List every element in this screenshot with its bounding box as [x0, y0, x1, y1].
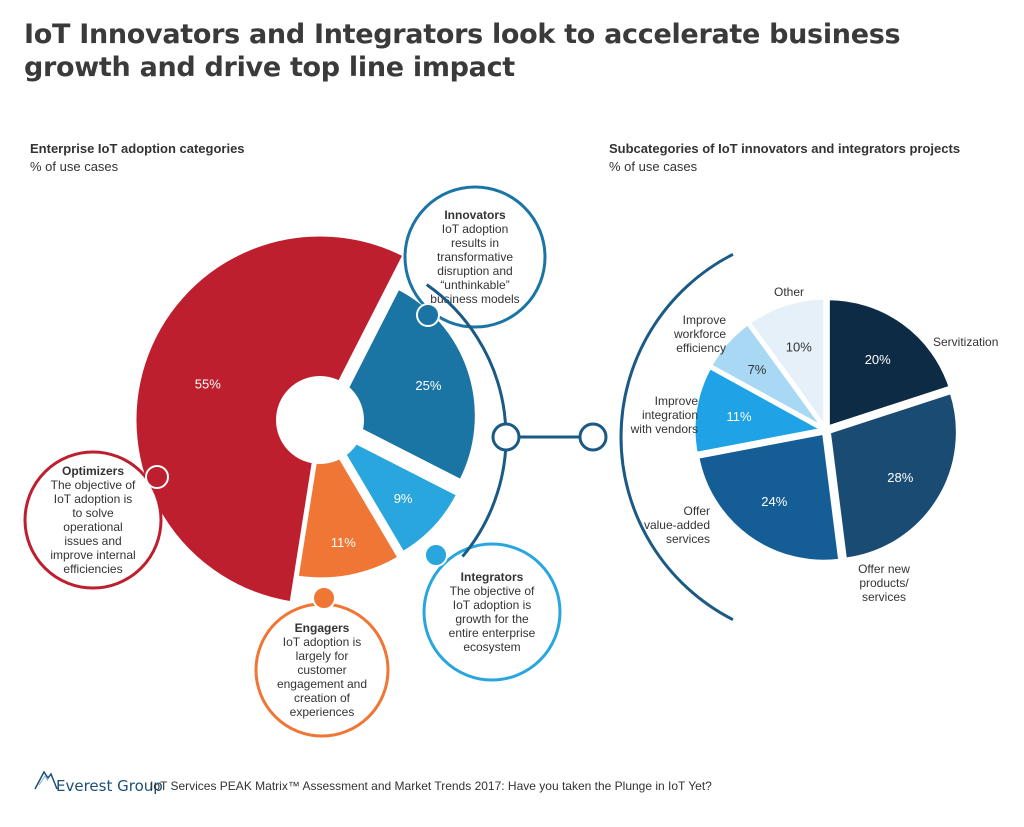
pie-label-integration-line: Improve — [655, 394, 699, 408]
left-chart-title: Enterprise IoT adoption categories — [30, 141, 245, 156]
callout-text-engagers: Engagers IoT adoption is largely for custom… — [277, 621, 367, 719]
callout-text-innovators-line: IoT adoption — [442, 222, 509, 236]
pie-label-workforce: Improve workforce efficiency — [673, 313, 726, 355]
right-chart-header: Subcategories of IoT innovators and inte… — [609, 140, 960, 176]
callout-text-optimizers-line: to solve — [72, 506, 114, 520]
pie-label-servitization-line: Servitization — [933, 335, 998, 349]
pie-value-offer_new: 28% — [887, 470, 913, 485]
callout-optimizers — [23, 450, 163, 590]
subcategories-chart: 20% Servitization 28% Offer new products/ser… — [630, 285, 999, 604]
pie-value-servitization: 20% — [865, 352, 891, 367]
callout-text-optimizers-line: The objective of — [51, 478, 136, 492]
right-chart-subtitle: % of use cases — [609, 159, 698, 174]
callout-text-innovators-line: Innovators — [444, 208, 506, 222]
callout-dot-innovators — [416, 303, 440, 327]
adoption-categories-chart: 25% 9% 11% 55% Innovators IoT adoption results… — [23, 185, 562, 738]
callout-text-optimizers-line: operational — [63, 520, 122, 534]
callout-text-innovators-line: disruption and — [437, 264, 512, 278]
callout-text-integrators: Integrators The objective of IoT adoption … — [449, 570, 536, 654]
pie-slice-offer_new — [827, 390, 959, 561]
callout-text-optimizers-line: issues and — [64, 534, 121, 548]
callout-dot-engagers — [312, 586, 336, 610]
connector-arc-left — [425, 283, 508, 558]
callout-text-engagers-line: experiences — [290, 705, 355, 719]
callout-text-engagers-line: Engagers — [295, 621, 350, 635]
pie-label-other-line: Other — [774, 285, 804, 299]
pie-value-integration: 11% — [727, 409, 752, 424]
pie-slice-servitization — [826, 297, 952, 429]
callout-integrators — [422, 542, 562, 682]
callout-text-optimizers-line: improve internal — [50, 548, 135, 562]
value-label-integrators: 9% — [394, 491, 413, 506]
value-label-engagers: 11% — [331, 535, 356, 550]
pie-value-other: 10% — [786, 339, 812, 354]
callout-text-integrators-line: Integrators — [461, 570, 524, 584]
callout-dot-optimizers — [145, 465, 169, 489]
pie-label-offer_value-line: value-added — [644, 518, 710, 532]
pie-label-offer_value-line: services — [666, 532, 710, 546]
callout-text-integrators-line: growth for the — [455, 612, 529, 626]
donut-hole — [276, 376, 364, 464]
pie-label-servitization: Servitization — [933, 335, 998, 349]
left-chart-subtitle: % of use cases — [30, 159, 119, 174]
pie-label-offer_new-line: products/ — [859, 576, 909, 590]
pie-slice-integration — [692, 365, 827, 456]
pie-label-offer_value-line: Offer — [684, 504, 710, 518]
pie-label-workforce-line: workforce — [673, 327, 726, 341]
callout-text-innovators: Innovators IoT adoption results in transfor… — [430, 208, 519, 306]
callout-text-optimizers-line: Optimizers — [62, 464, 124, 478]
callout-dot-integrators — [424, 543, 448, 567]
callout-text-integrators-line: The objective of — [450, 584, 535, 598]
connector-arc-right — [619, 253, 734, 621]
slice-engagers — [295, 421, 402, 581]
pie-label-integration-line: integration — [642, 408, 698, 422]
pie-slice-workforce — [708, 321, 825, 429]
callout-text-engagers-line: creation of — [294, 691, 351, 705]
callout-text-optimizers: Optimizers The objective of IoT adoption i… — [50, 464, 136, 576]
pie-value-offer_value: 24% — [761, 494, 787, 509]
pie-label-offer_new: Offer new products/services — [858, 562, 910, 604]
callout-text-innovators-line: “unthinkable” — [440, 278, 509, 292]
footer-source: IoT Services PEAK Matrix™ Assessment and… — [150, 779, 712, 793]
connector — [425, 253, 734, 621]
slice-optimizers — [133, 233, 407, 605]
pie-label-offer_new-line: services — [862, 590, 906, 604]
connector-node-left — [491, 422, 521, 452]
callout-text-integrators-line: entire enterprise — [449, 626, 536, 640]
callout-text-engagers-line: customer — [297, 663, 346, 677]
callout-text-integrators-line: IoT adoption is — [453, 598, 532, 612]
value-label-innovators: 25% — [415, 378, 441, 393]
pie-slice-other — [747, 296, 827, 431]
callout-text-innovators-line: business models — [430, 292, 519, 306]
pie-label-other: Other — [774, 285, 804, 299]
page-title: IoT Innovators and Integrators look to a… — [24, 19, 901, 83]
pie-label-workforce-line: Improve — [683, 313, 727, 327]
pie-label-workforce-line: efficiency — [676, 341, 726, 355]
callout-text-engagers-line: engagement and — [277, 677, 367, 691]
callout-text-innovators-line: results in — [451, 236, 499, 250]
pie-slice-offer_value — [696, 431, 842, 563]
callout-text-optimizers-line: efficiencies — [63, 562, 122, 576]
callout-innovators — [403, 185, 547, 329]
right-chart-title: Subcategories of IoT innovators and inte… — [609, 141, 961, 156]
value-label-optimizers: 55% — [195, 377, 221, 392]
pie-label-integration-line: with vendors — [630, 422, 698, 436]
everest-logo-icon — [34, 770, 58, 790]
pie-label-offer_value: Offer value-added services — [644, 504, 710, 546]
pie-label-integration: Improve integration with vendors — [630, 394, 699, 436]
callout-text-engagers-line: IoT adoption is — [283, 635, 362, 649]
pie-label-offer_new-line: Offer new — [858, 562, 910, 576]
callout-text-integrators-line: ecosystem — [463, 640, 520, 654]
left-chart-header: Enterprise IoT adoption categories % of … — [30, 140, 245, 176]
callout-text-innovators-line: transformative — [437, 250, 513, 264]
pie-value-workforce: 7% — [748, 362, 767, 377]
callout-text-optimizers-line: IoT adoption is — [54, 492, 133, 506]
callout-text-engagers-line: largely for — [296, 649, 349, 663]
slice-integrators — [326, 425, 460, 555]
footer-brand: Everest Group — [56, 777, 163, 795]
connector-node-right — [578, 422, 608, 452]
